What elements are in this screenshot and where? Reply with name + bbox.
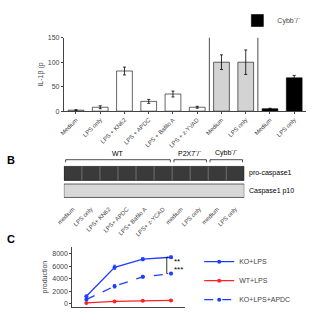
- svg-text:50: 50: [52, 83, 60, 90]
- svg-text:medium: medium: [56, 206, 75, 225]
- svg-text:0: 0: [56, 108, 60, 115]
- svg-text:LPS + Bafilo A: LPS + Bafilo A: [144, 117, 175, 148]
- svg-text:LPS + z-YVAD: LPS + z-YVAD: [168, 116, 200, 148]
- svg-text:production: production: [41, 261, 49, 294]
- svg-text:LPS only: LPS only: [181, 206, 202, 227]
- svg-text:LPS+ APDC: LPS+ APDC: [102, 206, 130, 234]
- svg-text:pro-caspase1: pro-caspase1: [249, 169, 292, 177]
- svg-text:100: 100: [48, 59, 60, 66]
- svg-text:P2X7⁻/⁻: P2X7⁻/⁻: [178, 150, 202, 157]
- svg-text:IL-1β (p: IL-1β (p: [37, 62, 45, 86]
- svg-text:C: C: [7, 233, 15, 245]
- svg-text:LPS + APDC: LPS + APDC: [123, 116, 152, 145]
- svg-text:LPS + KN62: LPS + KN62: [100, 116, 128, 144]
- svg-text:LPS+ KN62: LPS+ KN62: [85, 206, 112, 233]
- svg-text:150: 150: [48, 34, 60, 41]
- svg-text:WT: WT: [112, 150, 124, 157]
- svg-text:LPS only: LPS only: [276, 117, 297, 138]
- svg-text:4000: 4000: [52, 275, 68, 282]
- svg-text:Cybb⁻/⁻: Cybb⁻/⁻: [215, 149, 238, 157]
- svg-text:LPS+ Bafilo A: LPS+ Bafilo A: [118, 206, 148, 236]
- svg-text:KO+LPS: KO+LPS: [239, 258, 267, 265]
- svg-text:2000: 2000: [52, 288, 68, 295]
- svg-text:medium: medium: [201, 206, 220, 225]
- svg-text:medium: medium: [165, 206, 184, 225]
- svg-text:B: B: [7, 154, 15, 166]
- svg-text:LPS only: LPS only: [227, 117, 248, 138]
- svg-text:LPS only: LPS only: [217, 206, 238, 227]
- svg-text:**: **: [174, 257, 180, 266]
- svg-text:Caspase1 p10: Caspase1 p10: [249, 187, 294, 195]
- svg-text:Medium: Medium: [205, 117, 224, 136]
- svg-text:Medium: Medium: [253, 117, 272, 136]
- svg-text:WT+LPS: WT+LPS: [239, 277, 268, 284]
- svg-text:KO+LPS+APDC: KO+LPS+APDC: [239, 296, 290, 303]
- svg-text:LPS+ z-YCAD: LPS+ z-YCAD: [135, 206, 167, 238]
- svg-text:Medium: Medium: [59, 117, 78, 136]
- svg-text:8000: 8000: [52, 250, 68, 257]
- svg-text:LPS only: LPS only: [73, 206, 94, 227]
- svg-text:Cybb⁻/⁻: Cybb⁻/⁻: [277, 17, 300, 25]
- svg-text:LPS only: LPS only: [82, 117, 103, 138]
- svg-text:***: ***: [174, 265, 183, 274]
- svg-text:0: 0: [64, 300, 68, 307]
- svg-text:6000: 6000: [52, 263, 68, 270]
